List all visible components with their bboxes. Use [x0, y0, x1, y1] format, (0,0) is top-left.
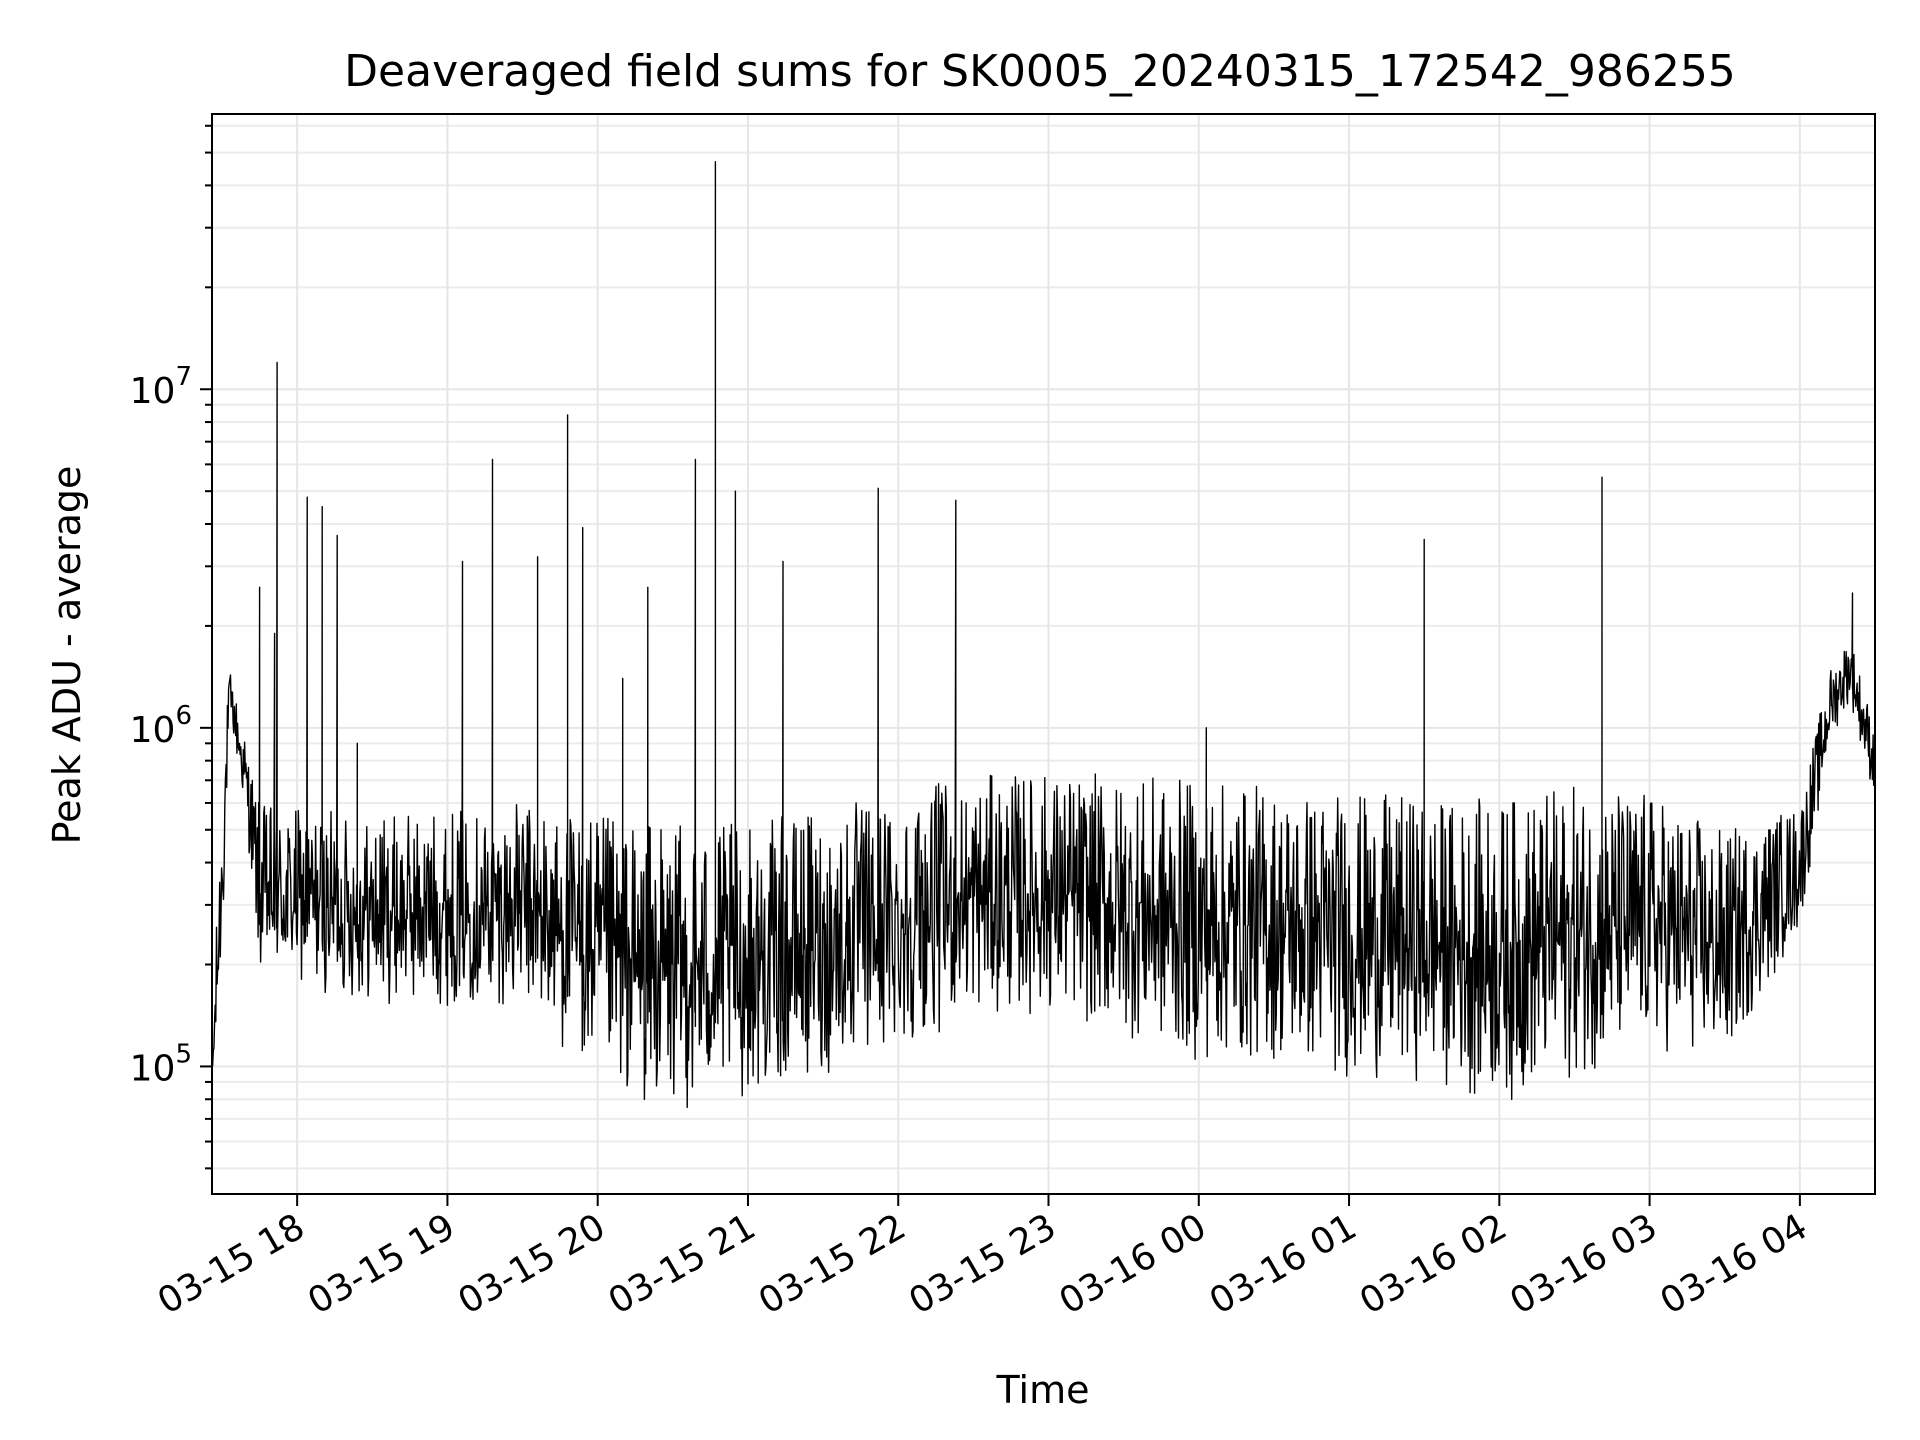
y-axis-label: Peak ADU - average	[45, 466, 89, 845]
y-axis-ticks: 105 106 107	[130, 124, 212, 1170]
plot-area-frame	[211, 113, 1876, 1195]
series-trace	[212, 161, 1875, 1109]
grid	[212, 114, 1875, 1194]
y-tick-label: 107	[130, 362, 192, 412]
series-line	[212, 161, 1875, 1109]
x-axis-label: Time	[996, 1368, 1090, 1412]
y-tick-label: 106	[130, 701, 192, 751]
chart-title: Deaveraged field sums for SK0005_2024031…	[344, 46, 1736, 97]
y-tick-label: 105	[130, 1039, 192, 1089]
